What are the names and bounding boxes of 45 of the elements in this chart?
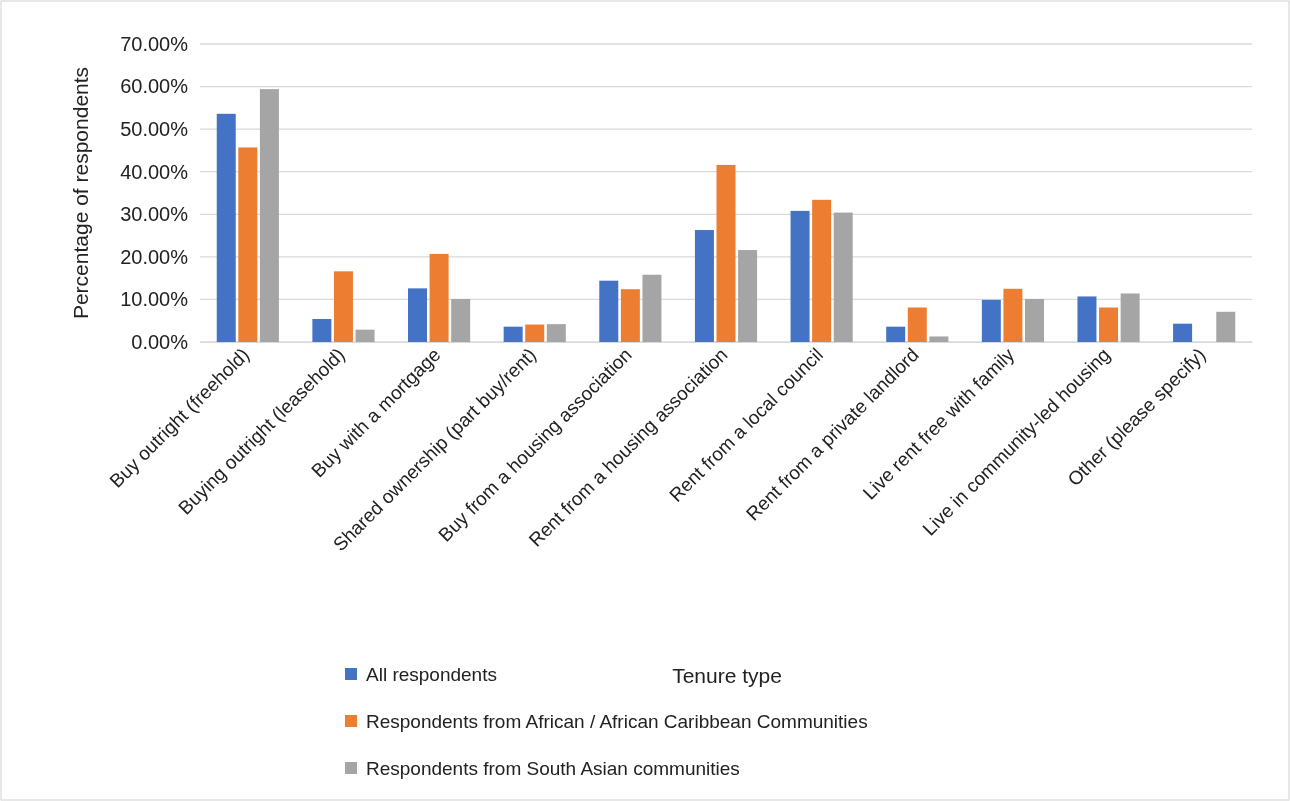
text: Tenure type	[672, 664, 782, 687]
bar	[525, 324, 545, 342]
y-tick-label: 70.00%	[120, 32, 189, 55]
y-tick-label: 50.00%	[120, 118, 189, 141]
y-tick-label: 30.00%	[120, 203, 189, 226]
bar	[1173, 323, 1193, 342]
bar	[312, 319, 332, 342]
bar	[599, 280, 619, 342]
bar	[546, 324, 566, 342]
bar	[716, 164, 736, 342]
y-tick-label: 60.00%	[120, 75, 189, 98]
legend-label: All respondents	[366, 664, 497, 685]
bar	[259, 89, 279, 342]
bar	[1003, 288, 1023, 342]
y-tick-label: 10.00%	[120, 288, 189, 311]
bar	[812, 199, 832, 342]
bar	[451, 299, 471, 342]
y-tick-label: 0.00%	[131, 330, 189, 353]
bar	[429, 253, 449, 342]
bar	[790, 210, 810, 342]
bar	[620, 289, 640, 342]
legend-label: Respondents from South Asian communities	[366, 758, 740, 779]
y-tick-label: 20.00%	[120, 245, 189, 268]
bar	[981, 299, 1001, 342]
bar	[1120, 293, 1140, 342]
bar	[929, 336, 949, 342]
bar	[408, 288, 427, 342]
bar	[238, 147, 258, 342]
bar	[738, 250, 758, 342]
bar	[1099, 307, 1119, 342]
legend-label: Respondents from African / African Caribbean Communities	[366, 711, 868, 732]
bar	[886, 326, 906, 342]
bar	[216, 113, 236, 342]
bar	[333, 271, 353, 342]
bar	[907, 307, 927, 342]
bar	[642, 274, 662, 342]
bar	[1077, 296, 1097, 342]
y-tick-label: 40.00%	[120, 160, 189, 183]
bar	[694, 230, 714, 342]
bar	[1025, 299, 1044, 342]
bar	[355, 329, 375, 342]
bar	[833, 212, 853, 342]
bar	[1216, 311, 1236, 342]
y-axis-title: Percentage of respondents	[69, 66, 92, 320]
bar	[503, 326, 523, 342]
